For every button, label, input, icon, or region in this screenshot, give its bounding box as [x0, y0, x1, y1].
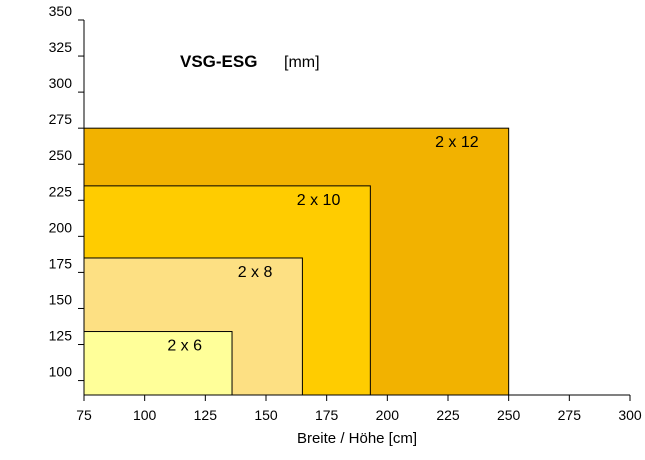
- size-rect-label: 2 x 12: [435, 134, 479, 151]
- y-tick-label: 175: [49, 255, 73, 271]
- x-tick-label: 75: [76, 407, 92, 423]
- y-tick-label: 250: [49, 147, 73, 163]
- y-tick-label: 100: [49, 364, 73, 380]
- y-tick-label: 225: [49, 183, 73, 199]
- y-tick-label: 350: [49, 3, 73, 19]
- x-tick-label: 175: [315, 407, 339, 423]
- axes: 75 100 125 150 175 200 225 250 275 300 100 125 150 17…: [49, 3, 642, 423]
- chart-unit: [mm]: [284, 54, 320, 71]
- size-rect-label: 2 x 10: [297, 192, 341, 209]
- x-tick-label: 125: [194, 407, 218, 423]
- x-tick-label: 225: [436, 407, 460, 423]
- x-tick-label: 300: [618, 407, 642, 423]
- y-tick-label: 275: [49, 111, 73, 127]
- x-axis-title: Breite / Höhe [cm]: [297, 430, 417, 447]
- x-tick-label: 150: [254, 407, 278, 423]
- x-tick-label: 250: [497, 407, 521, 423]
- size-rectangles: [83, 127, 510, 396]
- size-rect-label: 2 x 6: [167, 338, 202, 355]
- x-tick-label: 200: [376, 407, 400, 423]
- x-tick-label: 100: [133, 407, 157, 423]
- x-tick-label: 275: [558, 407, 582, 423]
- size-rect-4: [83, 331, 233, 396]
- size-rect-label: 2 x 8: [238, 264, 273, 281]
- y-tick-label: 325: [49, 39, 73, 55]
- y-tick-label: 125: [49, 328, 73, 344]
- y-tick-label: 300: [49, 75, 73, 91]
- y-tick-label: 200: [49, 219, 73, 235]
- rectangle-labels: 2 x 12 2 x 10 2 x 8 2 x 6: [167, 134, 478, 354]
- chart-title: VSG-ESG: [180, 52, 257, 71]
- y-tick-label: 150: [49, 291, 73, 307]
